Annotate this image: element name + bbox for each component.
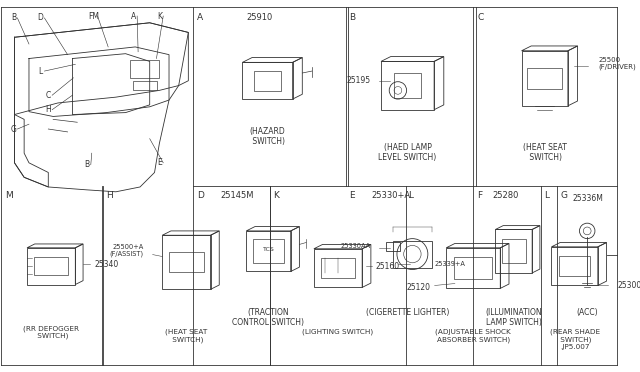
Text: B: B	[349, 13, 356, 22]
Text: (HAZARD
 SWITCH): (HAZARD SWITCH)	[250, 127, 285, 147]
Text: K: K	[157, 12, 162, 20]
Bar	[243, 62, 292, 99]
Bar	[321, 259, 355, 278]
Text: 25340: 25340	[95, 260, 119, 269]
Bar	[27, 248, 76, 285]
Text: H: H	[106, 191, 113, 200]
Text: B: B	[84, 160, 90, 169]
Text: (ACC): (ACC)	[577, 308, 598, 317]
Text: L: L	[544, 191, 548, 200]
Text: E: E	[349, 191, 355, 200]
Text: (LIGHTING SWITCH): (LIGHTING SWITCH)	[303, 329, 374, 336]
Bar	[394, 74, 421, 97]
Bar	[393, 241, 432, 267]
Bar	[169, 252, 204, 272]
Text: 25120: 25120	[407, 283, 431, 292]
Bar	[495, 230, 532, 273]
Text: (HAED LAMP
LEVEL SWITCH): (HAED LAMP LEVEL SWITCH)	[378, 142, 436, 162]
Text: B: B	[11, 13, 16, 22]
Bar	[552, 247, 598, 285]
Text: K: K	[273, 191, 279, 200]
Text: D: D	[197, 191, 204, 200]
Text: D: D	[38, 13, 44, 22]
Text: L: L	[38, 67, 43, 76]
Text: 25910: 25910	[246, 13, 273, 22]
Text: (ILLUMINATION
LAMP SWITCH): (ILLUMINATION LAMP SWITCH)	[486, 308, 542, 327]
Bar	[314, 249, 362, 288]
Text: E: E	[157, 158, 162, 167]
Text: C: C	[45, 91, 51, 100]
Bar	[527, 68, 562, 89]
Text: 25339+A: 25339+A	[435, 261, 465, 267]
Text: FM: FM	[88, 12, 99, 20]
Bar	[559, 256, 591, 276]
Text: TCS: TCS	[262, 247, 275, 252]
Text: C: C	[477, 13, 483, 22]
Text: 25160: 25160	[376, 262, 400, 271]
Bar	[253, 239, 284, 263]
Bar	[131, 60, 159, 78]
Text: (TRACTION
CONTROL SWITCH): (TRACTION CONTROL SWITCH)	[232, 308, 305, 327]
Text: 25280: 25280	[493, 191, 519, 200]
Text: 25500+A
(F/ASSIST): 25500+A (F/ASSIST)	[110, 244, 144, 257]
Text: (ADJUSTABLE SHOCK
ABSORBER SWITCH): (ADJUSTABLE SHOCK ABSORBER SWITCH)	[435, 329, 511, 343]
Bar	[623, 245, 634, 262]
Text: A: A	[131, 12, 136, 20]
Text: (HEAT SEAT
 SWITCH): (HEAT SEAT SWITCH)	[165, 329, 207, 343]
Bar	[387, 241, 400, 251]
Text: 25195: 25195	[347, 76, 371, 85]
Bar	[253, 71, 282, 91]
Text: (CIGERETTE LIGHTER): (CIGERETTE LIGHTER)	[366, 308, 449, 317]
Text: 25330+A: 25330+A	[372, 191, 411, 200]
Text: 25330AA: 25330AA	[340, 243, 371, 249]
Bar	[522, 51, 568, 106]
Bar	[454, 257, 492, 279]
Bar	[381, 61, 434, 110]
Text: H: H	[45, 105, 51, 114]
Text: L: L	[408, 191, 413, 200]
Text: M: M	[5, 191, 13, 200]
Text: (RR DEFOGGER
 SWITCH): (RR DEFOGGER SWITCH)	[23, 325, 79, 339]
Text: G: G	[560, 191, 567, 200]
Text: 25300: 25300	[617, 281, 640, 290]
Text: A: A	[197, 13, 203, 22]
Text: 25500
(F/DRIVER): 25500 (F/DRIVER)	[599, 57, 637, 70]
Text: G: G	[11, 125, 17, 134]
Text: (REAR SHADE
 SWITCH)
.JP5.007: (REAR SHADE SWITCH) .JP5.007	[550, 329, 600, 350]
Text: (HEAT SEAT
 SWITCH): (HEAT SEAT SWITCH)	[523, 142, 566, 162]
Bar	[446, 248, 500, 288]
Bar	[163, 235, 211, 289]
Bar	[246, 231, 291, 272]
Text: 25336M: 25336M	[573, 194, 604, 203]
Bar	[502, 239, 525, 263]
Bar	[133, 81, 157, 90]
Text: 25145M: 25145M	[220, 191, 253, 200]
Bar	[35, 257, 68, 275]
Text: F: F	[477, 191, 482, 200]
